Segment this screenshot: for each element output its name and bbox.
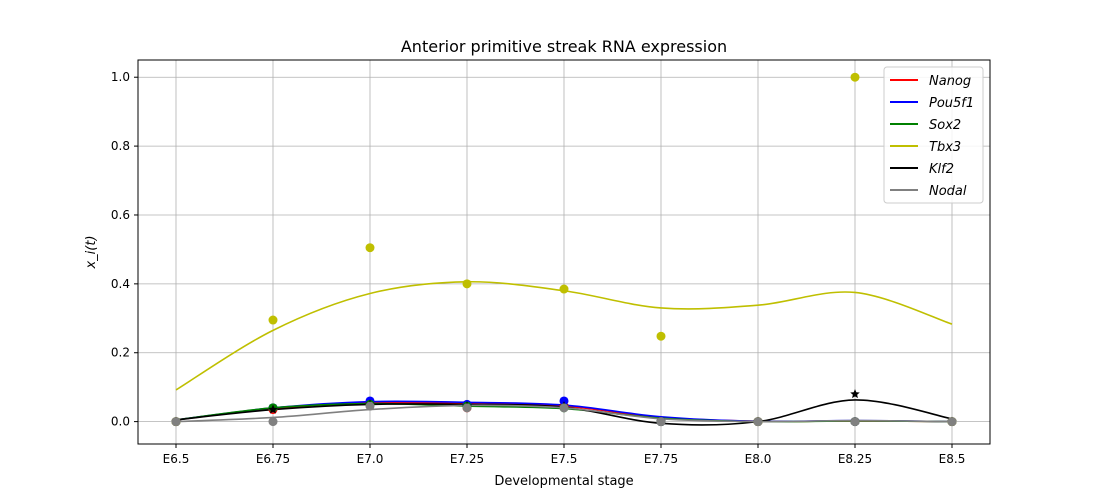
x-tick-label: E6.75 [256,452,290,466]
y-axis: 0.0 0.2 0.4 0.6 0.8 1.0 [111,70,138,429]
data-point-nodal [462,403,472,413]
y-axis-label: x_i(t) [84,235,99,269]
legend-label-pou5f1: Pou5f1 [929,96,974,111]
y-tick-label: 0.8 [111,139,130,153]
y-tick-label: 0.6 [111,208,130,222]
data-point-tbx3 [462,279,472,289]
data-point-nodal [171,417,181,427]
x-tick-label: E6.5 [163,452,190,466]
legend-label-nodal: Nodal [929,184,967,199]
data-point-nodal [753,417,763,427]
y-tick-label: 0.0 [111,415,130,429]
data-point-nodal [268,417,278,427]
legend-label-nanog: Nanog [929,74,971,89]
x-tick-label: E7.0 [357,452,384,466]
legend: Nanog Pou5f1 Sox2 Tbx3 Klf2 Nodal [883,66,984,204]
data-point-nodal [656,417,666,427]
x-tick-label: E8.0 [745,452,772,466]
x-tick-label: E8.5 [939,452,966,466]
x-tick-label: E8.25 [838,452,872,466]
data-point-tbx3 [365,243,375,253]
data-point-nodal [559,403,569,413]
y-tick-label: 1.0 [111,70,130,84]
legend-label-tbx3: Tbx3 [929,140,961,155]
y-tick-label: 0.2 [111,346,130,360]
x-axis: E6.5 E6.75 E7.0 E7.25 E7.5 E7.75 E8.0 E8.25 E8.5 [163,444,966,466]
x-axis-label: Developmental stage [494,474,633,489]
data-point-tbx3 [559,284,569,294]
data-point-nodal [850,417,860,427]
x-tick-label: E7.5 [551,452,578,466]
data-point-klf2 [850,389,860,399]
legend-label-klf2: Klf2 [929,162,954,177]
x-tick-label: E7.25 [450,452,484,466]
legend-label-sox2: Sox2 [929,118,961,133]
data-point-nodal [947,417,957,427]
data-point-tbx3 [656,331,666,341]
series-points [171,72,957,427]
data-point-nodal [365,401,375,411]
data-point-klf2 [268,404,278,414]
data-point-tbx3 [268,315,278,325]
y-tick-label: 0.4 [111,277,130,291]
data-point-pou5f1 [559,396,569,406]
chart-title: Anterior primitive streak RNA expression [401,37,727,56]
data-point-tbx3 [850,72,860,82]
x-tick-label: E7.75 [644,452,678,466]
